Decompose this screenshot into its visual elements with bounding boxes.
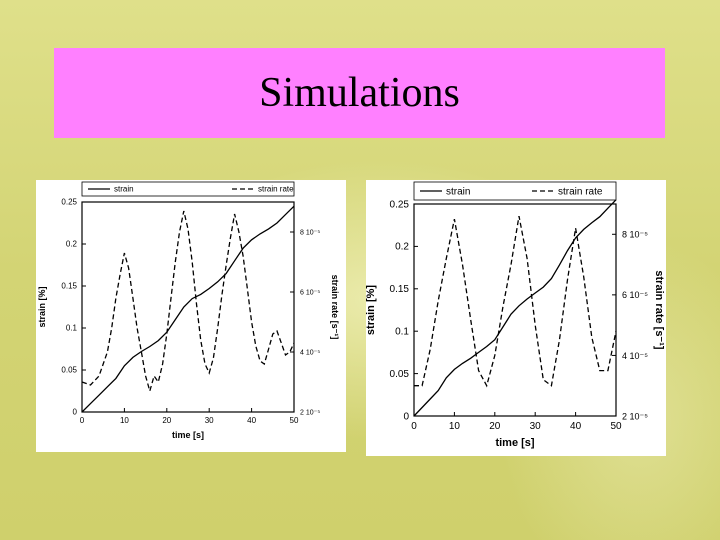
legend-label: strain rate: [258, 185, 294, 194]
x-tick-label: 20: [489, 421, 501, 432]
y-tick-label: 0.05: [390, 369, 410, 380]
y-axis-label: strain [%]: [37, 286, 47, 327]
chart-right: 0 10 20 30 40 50 0 0.05 0.1 0.15 0.2 0.25 2 10⁻⁵ 4 10…: [366, 181, 665, 449]
y2-tick-label: 6 10⁻⁵: [622, 290, 648, 300]
slide-title: Simulations: [259, 70, 460, 116]
y-tick-label: 0.05: [61, 366, 77, 375]
legend-box: [413, 181, 617, 201]
y2-tick-label: 2 10⁻⁵: [622, 411, 648, 421]
x-tick-label: 0: [411, 421, 417, 432]
y-tick-label: 0: [73, 408, 78, 417]
legend-label: strain: [446, 186, 470, 197]
x-tick-label: 10: [449, 421, 461, 432]
x-tick-label: 50: [290, 416, 299, 425]
y2-axis-label: strain rate [s⁻¹]: [653, 270, 665, 349]
x-tick-label: 40: [247, 416, 256, 425]
chart-left: 0 10 20 30 40 50 0 0.05 0.1 0.15 0.2 0.25 2 10⁻⁵ 4 10…: [37, 181, 340, 440]
x-tick-label: 40: [570, 421, 582, 432]
x-tick-label: 0: [80, 416, 85, 425]
y-tick-label: 0.15: [390, 284, 410, 295]
y-tick-label: 0.2: [395, 242, 409, 253]
y-tick-label: 0.2: [66, 240, 78, 249]
x-axis-label: time [s]: [172, 430, 204, 440]
y2-tick-label: 6 10⁻⁵: [300, 290, 320, 297]
x-tick-label: 10: [120, 416, 129, 425]
y-tick-label: 0: [403, 411, 409, 422]
y2-tick-label: 8 10⁻⁵: [300, 230, 320, 237]
y2-tick-label: 2 10⁻⁵: [300, 410, 320, 417]
y-tick-label: 0.25: [390, 199, 410, 210]
y-tick-label: 0.25: [61, 198, 77, 207]
series-line-strain: [81, 205, 295, 413]
legend-label: strain: [114, 185, 134, 194]
x-tick-label: 20: [162, 416, 171, 425]
y-tick-label: 0.1: [395, 327, 409, 338]
y2-tick-label: 4 10⁻⁵: [300, 350, 320, 357]
x-tick-label: 50: [610, 421, 622, 432]
series-line-strain: [413, 199, 617, 417]
y2-axis-label: strain rate [s⁻¹]: [330, 275, 340, 340]
legend-box: [81, 181, 295, 197]
chart-panel-right: 0 10 20 30 40 50 0 0.05 0.1 0.15 0.2 0.25 2 10⁻⁵ 4 10…: [366, 180, 666, 456]
title-bar: Simulations: [54, 48, 665, 138]
x-tick-label: 30: [530, 421, 542, 432]
series-line-strain-rate: [414, 215, 617, 388]
y2-tick-label: 8 10⁻⁵: [622, 230, 648, 240]
plot-frame: [81, 201, 295, 413]
y-axis-label: strain [%]: [366, 285, 377, 335]
y2-tick-label: 4 10⁻⁵: [622, 351, 648, 361]
y-tick-label: 0.15: [61, 282, 77, 291]
legend-label: strain rate: [558, 186, 603, 197]
x-tick-label: 30: [205, 416, 214, 425]
y-tick-label: 0.1: [66, 324, 78, 333]
plot-frame: [413, 203, 617, 417]
x-axis-label: time [s]: [495, 437, 534, 449]
chart-panel-left: 0 10 20 30 40 50 0 0.05 0.1 0.15 0.2 0.25 2 10⁻⁵ 4 10…: [36, 180, 346, 452]
series-line-strain-rate: [81, 210, 295, 394]
